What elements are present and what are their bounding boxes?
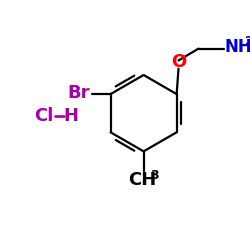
Text: NH: NH: [224, 38, 250, 56]
Text: CH: CH: [128, 170, 156, 188]
Text: 3: 3: [150, 170, 159, 182]
Text: 2: 2: [245, 35, 250, 48]
Text: H: H: [64, 107, 78, 125]
Text: Cl: Cl: [34, 107, 53, 125]
Text: O: O: [171, 53, 186, 71]
Text: Br: Br: [68, 84, 90, 102]
